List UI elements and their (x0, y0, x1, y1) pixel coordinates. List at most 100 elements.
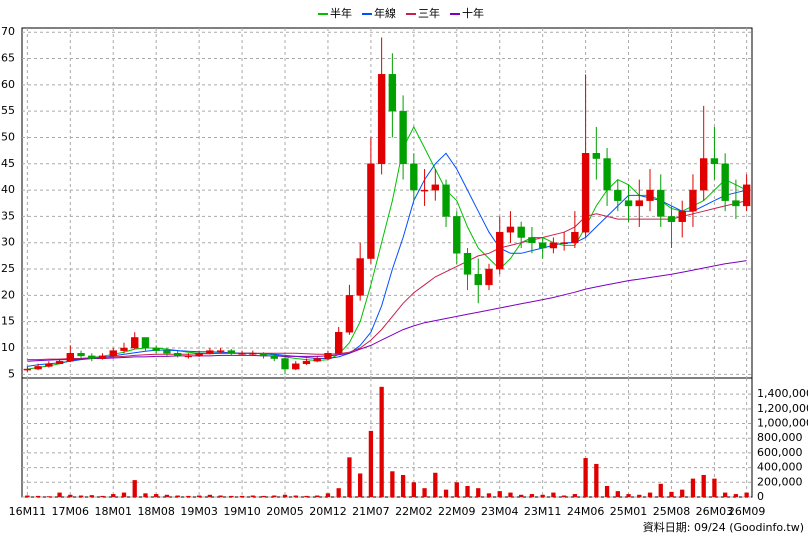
x-tick-label: 22M09 (438, 505, 476, 518)
volume-bar (57, 492, 62, 497)
candle-body (410, 163, 418, 191)
volume-bar (336, 488, 341, 497)
volume-bar (465, 485, 470, 497)
volume-bar (46, 496, 51, 497)
candle-body (55, 360, 64, 365)
volume-bar (508, 492, 513, 497)
candle-body (141, 337, 150, 349)
volume-bar (35, 495, 41, 497)
volume-bar (572, 494, 578, 497)
candle-body (34, 366, 42, 370)
x-tick-label: 23M04 (481, 505, 519, 518)
x-tick-label: 20M05 (266, 505, 304, 518)
y-tick-label: 65 (1, 52, 15, 65)
candle-body (356, 258, 364, 296)
y-tick-label: 50 (1, 130, 15, 143)
volume-bar (529, 494, 535, 497)
candle-body (721, 163, 729, 201)
volume-bar (701, 474, 706, 497)
candle-body (560, 242, 568, 244)
volume-bar (723, 492, 728, 497)
candle-body (485, 268, 493, 286)
volume-bar (325, 493, 331, 497)
candle-body (571, 231, 579, 243)
candle-body (635, 200, 643, 207)
candle-body (163, 350, 171, 354)
candle-body (345, 295, 354, 333)
candle-body (624, 200, 633, 207)
footer: 資料日期: 09/24 (Goodinfo.tw) (643, 520, 804, 534)
candle-body (453, 216, 461, 254)
x-tick-label: 16M11 (9, 505, 47, 518)
volume-bar (196, 495, 202, 497)
y-tick-label: 10 (1, 341, 15, 354)
volume-bar (690, 478, 696, 497)
candle-body (463, 253, 472, 275)
candle-body (23, 368, 32, 371)
volume-bar (261, 495, 266, 497)
candle-body (742, 184, 751, 207)
volume-bar (658, 483, 663, 497)
candle-body (581, 153, 590, 233)
volume-bar (239, 495, 245, 497)
volume-bar (733, 494, 739, 497)
y-tick-label: 45 (1, 157, 15, 170)
legend-label: 半年 (330, 6, 352, 20)
volume-bar (497, 491, 502, 497)
volume-tick-label: 600,000 (757, 446, 803, 459)
y-tick-label: 70 (1, 25, 15, 38)
y-tick-label: 35 (1, 209, 15, 222)
volume-bar (121, 492, 127, 497)
volume-bar (669, 491, 674, 497)
candle-body (302, 360, 311, 365)
candle-body (614, 189, 622, 201)
volume-panel (21, 377, 753, 498)
volume-bar (347, 457, 352, 497)
candle-body (98, 355, 107, 359)
candle-body (506, 226, 515, 233)
x-tick-label: 17M06 (52, 505, 90, 518)
volume-bar (358, 473, 363, 497)
volume-bar (433, 472, 438, 497)
volume-bar (25, 495, 30, 497)
candle-body (88, 355, 96, 359)
volume-bar (132, 480, 137, 497)
volume-bar (411, 482, 416, 497)
candle-body (367, 163, 375, 259)
volume-bar (400, 474, 406, 497)
candle-body (732, 200, 740, 207)
x-tick-label: 19M10 (223, 505, 261, 518)
volume-bar (540, 494, 545, 497)
x-tick-label: 25M08 (653, 505, 691, 518)
volume-tick-label: 800,000 (757, 431, 803, 444)
candle-body (66, 353, 74, 362)
volume-bar (519, 494, 524, 497)
y-tick-label: 5 (8, 367, 15, 380)
volume-bar (744, 492, 749, 497)
candle-body (270, 355, 278, 359)
volume-bar (143, 493, 148, 497)
candle-body (227, 350, 236, 354)
candle-body (474, 274, 482, 286)
y-tick-label: 25 (1, 262, 15, 275)
candle-body (678, 210, 686, 222)
volume-bar (207, 494, 213, 497)
candle-body (152, 347, 160, 351)
legend-label: 十年 (462, 6, 484, 20)
y-tick-label: 55 (1, 104, 15, 117)
volume-bar (111, 494, 116, 497)
candle-body (592, 153, 601, 159)
candle-body (131, 337, 139, 349)
volume-bar (637, 494, 642, 497)
volume-bar (368, 430, 374, 497)
candle-body (216, 350, 225, 352)
volume-bar (390, 471, 395, 497)
candle-body (249, 353, 257, 355)
candle-body (109, 350, 117, 357)
volume-bar (551, 492, 556, 497)
y-tick-label: 40 (1, 183, 15, 196)
candle-body (195, 353, 203, 357)
candle-body (538, 242, 547, 249)
x-tick-label: 25M01 (610, 505, 648, 518)
candle-body (206, 350, 214, 354)
